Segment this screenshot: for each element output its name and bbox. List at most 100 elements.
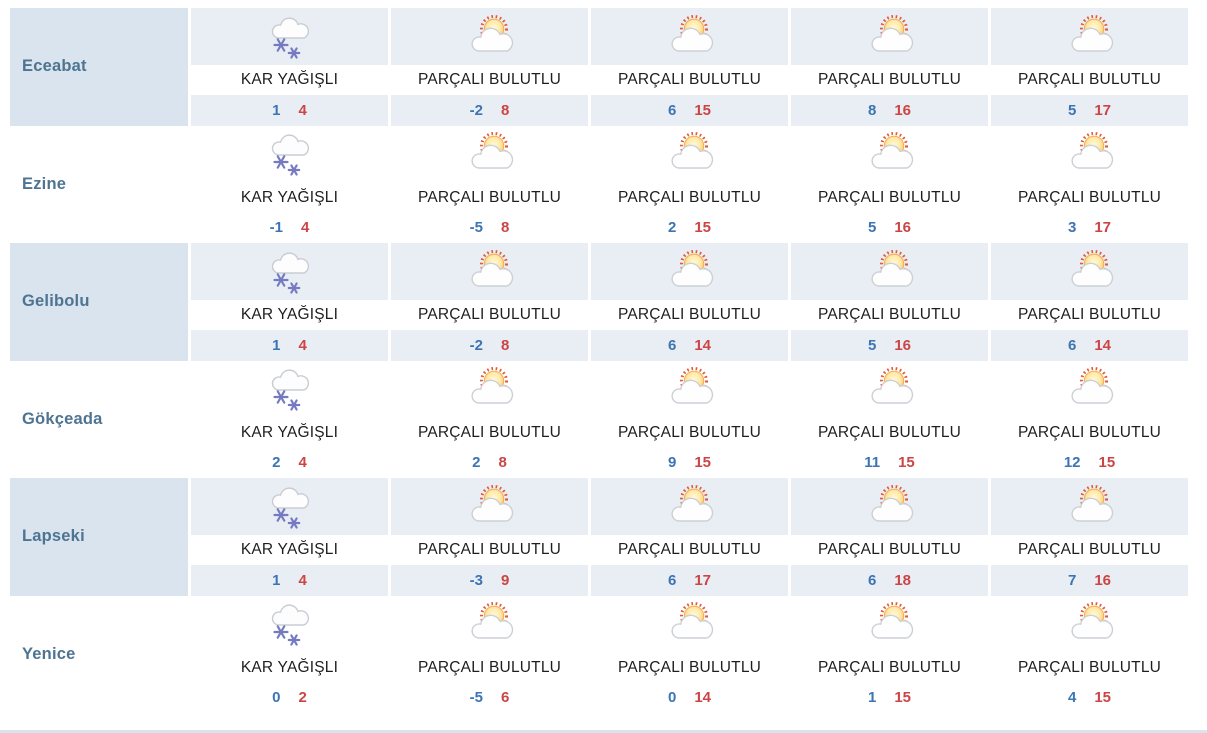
sun-behind-cloud-icon — [463, 366, 517, 412]
forecast-cell: PARÇALI BULUTLU -2 8 — [391, 243, 588, 361]
city-name: Gökçeada — [22, 409, 103, 428]
condition-label: PARÇALI BULUTLU — [417, 188, 562, 206]
sun-behind-cloud-icon — [863, 131, 917, 177]
temperature-pair: 4 15 — [991, 683, 1188, 714]
forecast-cell: PARÇALI BULUTLU 5 16 — [791, 126, 988, 244]
min-temperature: 9 — [667, 454, 677, 472]
temperature-pair: 11 15 — [791, 448, 988, 479]
min-temperature: 0 — [667, 689, 677, 707]
condition-label: PARÇALI BULUTLU — [617, 423, 762, 441]
temperature-pair: 0 14 — [591, 683, 788, 714]
city-name: Lapseki — [22, 527, 85, 546]
temperature-pair: -5 8 — [391, 213, 588, 244]
forecast-row: Eceabat KAR YAĞIŞLI 1 4 PARÇALI BULUTLU -2 8 PA… — [10, 8, 1188, 126]
forecast-cell: PARÇALI BULUTLU 3 17 — [991, 126, 1188, 244]
min-temperature: -5 — [469, 219, 483, 237]
weather-icon-area — [391, 126, 588, 183]
condition-label: PARÇALI BULUTLU — [617, 71, 762, 88]
weather-icon-area — [191, 361, 388, 418]
condition-label: PARÇALI BULUTLU — [1017, 188, 1162, 206]
forecast-cell: KAR YAĞIŞLI 2 4 — [191, 361, 388, 479]
forecast-cell: KAR YAĞIŞLI -1 4 — [191, 126, 388, 244]
min-temperature: -3 — [469, 571, 483, 589]
weather-icon-area — [191, 596, 388, 653]
forecast-cell: PARÇALI BULUTLU 5 17 — [991, 8, 1188, 126]
min-temperature: 1 — [272, 101, 281, 119]
min-temperature: 5 — [867, 219, 877, 237]
bottom-divider — [0, 730, 1207, 733]
snow-cloud-icon — [263, 13, 317, 61]
min-temperature: 1 — [272, 571, 281, 589]
weather-icon-area — [191, 478, 388, 535]
weather-icon-area — [791, 361, 988, 418]
sun-behind-cloud-icon — [863, 484, 917, 530]
forecast-row: Yenice KAR YAĞIŞLI 0 2 PARÇALI BULUTLU -5 6 PAR… — [10, 596, 1188, 714]
condition-label: KAR YAĞIŞLI — [240, 658, 339, 676]
max-temperature: 16 — [894, 101, 912, 119]
max-temperature: 4 — [298, 101, 307, 119]
min-temperature: 7 — [1067, 571, 1077, 589]
snow-cloud-icon — [263, 365, 317, 413]
condition-label: PARÇALI BULUTLU — [817, 306, 962, 323]
sun-behind-cloud-icon — [1063, 601, 1117, 647]
max-temperature: 15 — [1094, 689, 1112, 707]
weather-icon-area — [591, 8, 788, 65]
temperature-pair: -2 8 — [391, 330, 588, 361]
condition-label: PARÇALI BULUTLU — [1017, 71, 1162, 88]
temperature-pair: 7 16 — [991, 565, 1188, 596]
weather-icon-area — [991, 8, 1188, 65]
max-temperature: 15 — [1098, 454, 1116, 472]
forecast-row: Lapseki KAR YAĞIŞLI 1 4 PARÇALI BULUTLU -3 9 PA… — [10, 478, 1188, 596]
condition-label: PARÇALI BULUTLU — [817, 541, 962, 558]
weather-icon-area — [391, 8, 588, 65]
weather-icon-area — [591, 243, 788, 300]
forecast-cell: PARÇALI BULUTLU -5 6 — [391, 596, 588, 714]
temperature-pair: 5 16 — [791, 213, 988, 244]
condition-label: KAR YAĞIŞLI — [240, 423, 339, 441]
forecast-cell: PARÇALI BULUTLU 12 15 — [991, 361, 1188, 479]
max-temperature: 4 — [298, 571, 307, 589]
min-temperature: 4 — [1067, 689, 1077, 707]
min-temperature: 2 — [472, 454, 481, 472]
temperature-pair: -1 4 — [191, 213, 388, 244]
max-temperature: 15 — [694, 219, 712, 237]
forecast-cell: KAR YAĞIŞLI 1 4 — [191, 8, 388, 126]
city-name-cell: Eceabat — [10, 8, 188, 126]
forecast-cell: PARÇALI BULUTLU -2 8 — [391, 8, 588, 126]
max-temperature: 15 — [694, 454, 712, 472]
temperature-pair: 5 17 — [991, 95, 1188, 126]
snow-cloud-icon — [263, 248, 317, 296]
max-temperature: 6 — [501, 689, 510, 707]
temperature-pair: 5 16 — [791, 330, 988, 361]
forecast-cell: PARÇALI BULUTLU 5 16 — [791, 243, 988, 361]
min-temperature: 12 — [1063, 454, 1081, 472]
max-temperature: 16 — [1094, 571, 1112, 589]
forecast-row: Ezine KAR YAĞIŞLI -1 4 PARÇALI BULUTLU -5 8 PAR… — [10, 126, 1188, 244]
weather-icon-area — [791, 596, 988, 653]
sun-behind-cloud-icon — [463, 131, 517, 177]
sun-behind-cloud-icon — [663, 249, 717, 295]
condition-label: KAR YAĞIŞLI — [240, 306, 339, 323]
max-temperature: 14 — [694, 336, 712, 354]
forecast-table: Eceabat KAR YAĞIŞLI 1 4 PARÇALI BULUTLU -2 8 PA… — [10, 8, 1188, 713]
weather-icon-area — [191, 126, 388, 183]
condition-label: KAR YAĞIŞLI — [240, 71, 339, 88]
min-temperature: -2 — [469, 336, 483, 354]
weather-icon-area — [991, 596, 1188, 653]
weather-icon-area — [191, 8, 388, 65]
condition-label: KAR YAĞIŞLI — [240, 188, 339, 206]
weather-icon-area — [391, 361, 588, 418]
min-temperature: 11 — [864, 454, 881, 472]
weather-icon-area — [591, 361, 788, 418]
city-name-cell: Lapseki — [10, 478, 188, 596]
condition-label: PARÇALI BULUTLU — [617, 306, 762, 323]
max-temperature: 15 — [894, 689, 912, 707]
temperature-pair: 1 15 — [791, 683, 988, 714]
city-name: Gelibolu — [22, 292, 90, 311]
forecast-cell: KAR YAĞIŞLI 1 4 — [191, 243, 388, 361]
sun-behind-cloud-icon — [863, 601, 917, 647]
max-temperature: 8 — [498, 454, 507, 472]
